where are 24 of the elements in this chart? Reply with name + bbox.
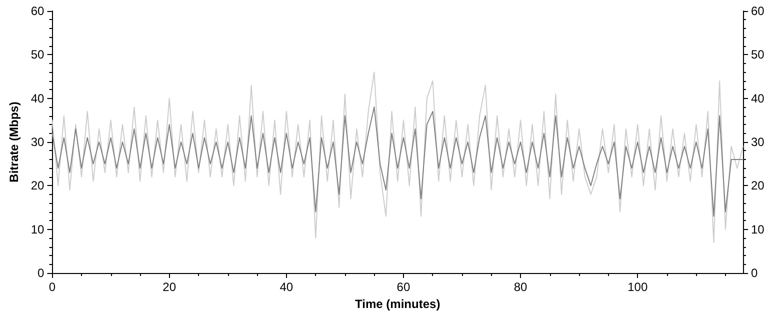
- y-tick-label: 30: [30, 135, 45, 149]
- y2-tick-label: 60: [751, 4, 765, 18]
- x-tick-label: 20: [162, 280, 176, 294]
- x-tick-label: 60: [396, 280, 410, 294]
- x-tick-label: 80: [514, 280, 528, 294]
- line-series: [52, 106, 744, 217]
- y-axis-title: Bitrate (Mbps): [7, 102, 21, 182]
- y-tick-label: 20: [30, 178, 45, 193]
- y2-tick-label: 30: [751, 135, 765, 149]
- x-tick-label: 100: [628, 280, 648, 294]
- x-tick-label: 40: [280, 280, 294, 294]
- y-tick-label: 10: [30, 222, 45, 236]
- y-tick-label: 40: [30, 91, 45, 106]
- y-tick-label: 60: [30, 4, 45, 18]
- y-tick-label: 0: [38, 266, 45, 280]
- y2-tick-label: 40: [751, 91, 765, 106]
- y2-tick-label: 50: [751, 48, 765, 62]
- y2-tick-label: 0: [751, 266, 758, 280]
- line-series: [52, 72, 744, 243]
- y2-tick-label: 10: [751, 222, 765, 236]
- x-axis-title: Time (minutes): [355, 296, 440, 311]
- y2-tick-label: 20: [751, 178, 765, 193]
- y-tick-label: 50: [30, 48, 45, 62]
- x-tick-label: 0: [48, 280, 56, 294]
